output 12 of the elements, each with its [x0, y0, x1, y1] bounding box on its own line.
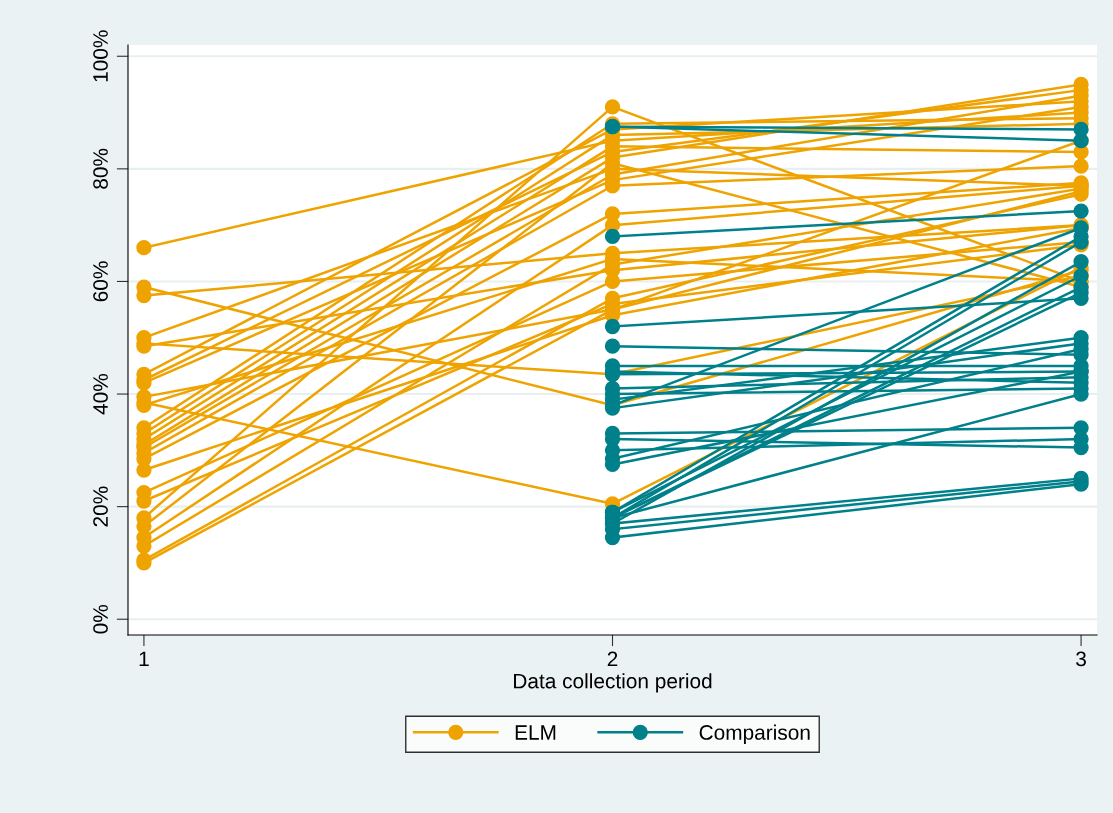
y-tick-label: 20%	[93, 486, 108, 527]
y-tick-label: 60%	[93, 261, 108, 302]
x-axis-title: Data collection period	[514, 673, 712, 693]
y-tick-label: 80%	[93, 148, 108, 189]
x-tick-label: 2	[607, 651, 618, 667]
x-tick-label: 1	[139, 651, 149, 667]
y-tick-label: 0%	[93, 604, 108, 634]
legend-label: ELM	[515, 725, 556, 740]
y-tick-label: 40%	[93, 373, 108, 415]
legend-label: Comparison	[699, 724, 810, 744]
y-tick-label: 100%	[93, 30, 108, 82]
x-tick-label: 3	[1076, 651, 1086, 667]
